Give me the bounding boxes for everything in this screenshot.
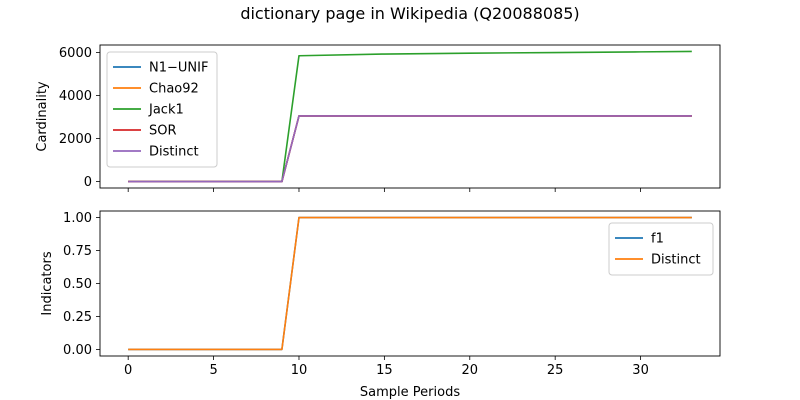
legend-label: SOR — [149, 124, 177, 139]
y-tick-label: 0 — [84, 175, 92, 190]
x-tick-label: 10 — [291, 363, 308, 378]
y-tick-label: 1.00 — [63, 211, 92, 226]
series-line-0-2 — [128, 50, 692, 183]
y-tick-label: 4000 — [59, 89, 92, 104]
x-tick-label: 5 — [209, 363, 217, 378]
axes-frame-0 — [99, 44, 721, 189]
y-tick-label: 2000 — [59, 132, 92, 147]
series-line-1-1 — [128, 216, 692, 351]
legend-label: f1 — [651, 232, 664, 247]
legend-0: N1−UNIF Chao92 Jack1 SOR Distinct — [106, 51, 218, 168]
legend-box — [608, 222, 714, 276]
legend-label: N1−UNIF — [149, 61, 208, 76]
y-tick-label: 0.25 — [63, 310, 92, 325]
x-tick-label: 25 — [547, 363, 564, 378]
y-axis-label: Indicators — [40, 251, 55, 315]
legend-box — [106, 51, 218, 168]
y-tick-label: 6000 — [59, 46, 92, 61]
legend-label: Jack1 — [148, 103, 184, 118]
y-tick-label: 0.50 — [63, 277, 92, 292]
legend-label: Distinct — [651, 253, 701, 268]
indicators-panel: 0 5 10 15 20 25 30 0.00 0.25 0.50 0.75 1.00 Indicato… — [40, 210, 721, 400]
legend-label: Chao92 — [149, 82, 199, 97]
figure-title: dictionary page in Wikipedia (Q20088085) — [240, 4, 579, 23]
legend-label: Distinct — [149, 145, 199, 160]
y-tick-label: 0.75 — [63, 244, 92, 259]
y-tick-label: 0.00 — [63, 343, 92, 358]
legend-1: f1 Distinct — [608, 222, 714, 276]
x-tick-label: 15 — [376, 363, 393, 378]
x-tick-label: 30 — [632, 363, 649, 378]
series-line-0-4 — [128, 115, 692, 183]
x-tick-label: 20 — [462, 363, 479, 378]
y-axis-label: Cardinality — [35, 81, 50, 152]
x-tick-label: 0 — [124, 363, 132, 378]
x-axis-label: Sample Periods — [360, 385, 460, 400]
cardinality-panel: 0 2000 4000 6000 Cardinality N1−UNIF Chao92 Jac… — [35, 44, 721, 192]
